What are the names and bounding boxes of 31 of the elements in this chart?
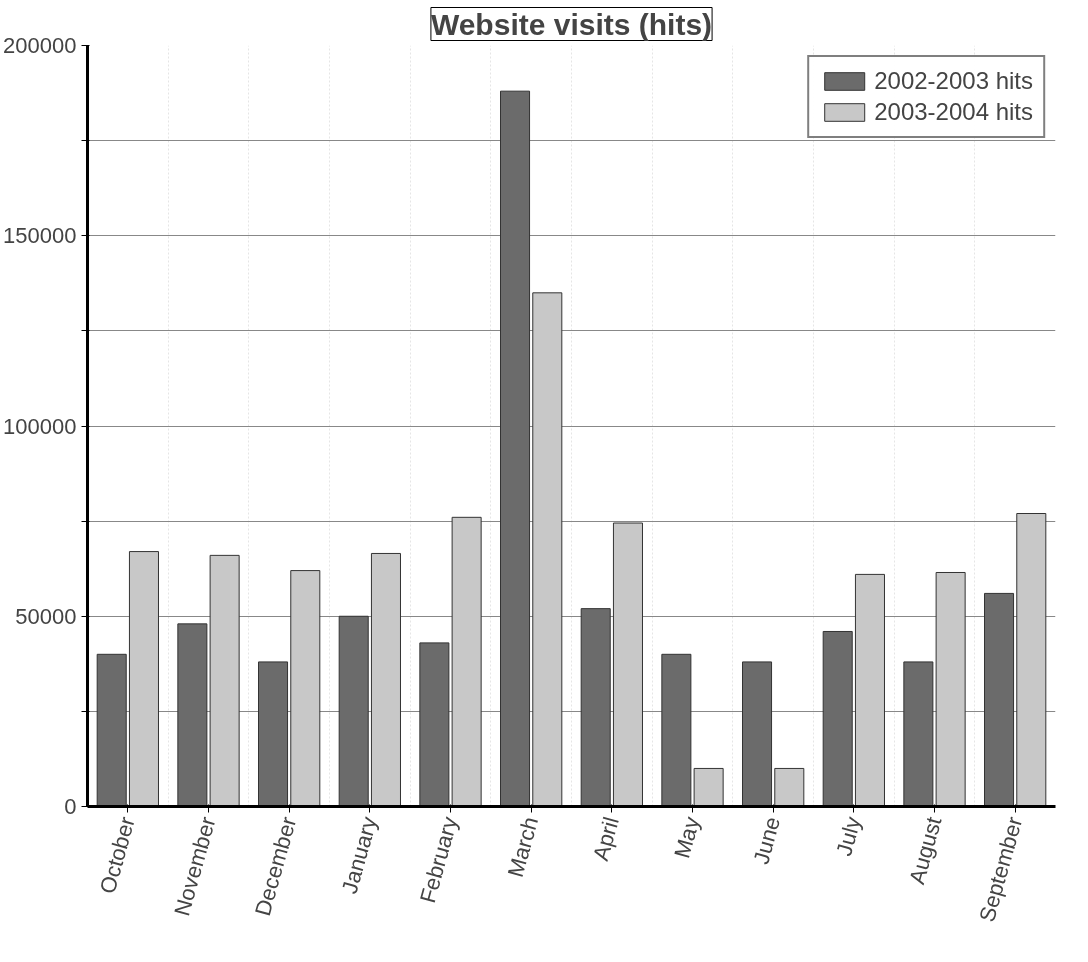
bar [580,608,611,807]
x-tick-label: May [669,814,705,861]
bar [984,592,1015,807]
bar [96,653,127,807]
legend-label: 2002-2003 hits [874,67,1033,95]
x-tick-label: July [831,814,866,859]
bar [532,292,563,807]
x-tick-label: June [748,814,786,867]
bar [338,615,369,807]
bar [774,767,805,807]
bar [500,90,531,807]
bar [612,522,643,807]
bar [370,552,401,807]
bar [822,630,853,807]
y-tick-label: 50000 [15,603,77,629]
y-tick-label: 200000 [3,33,77,58]
y-tick-label: 100000 [3,413,77,439]
bar [742,661,773,807]
y-tick-label: 0 [64,794,77,819]
bar [128,551,159,807]
y-tick-label: 150000 [3,223,77,249]
x-tick-label: January [336,814,382,897]
legend-label: 2003-2004 hits [874,98,1033,126]
bar [1016,513,1047,807]
bar [854,573,885,807]
x-tick-label: August [904,814,947,887]
x-tick-label: March [502,814,544,880]
bar [258,661,289,807]
x-tick-label: April [588,814,624,864]
x-tick-label: October [94,814,140,897]
bar [290,570,321,807]
